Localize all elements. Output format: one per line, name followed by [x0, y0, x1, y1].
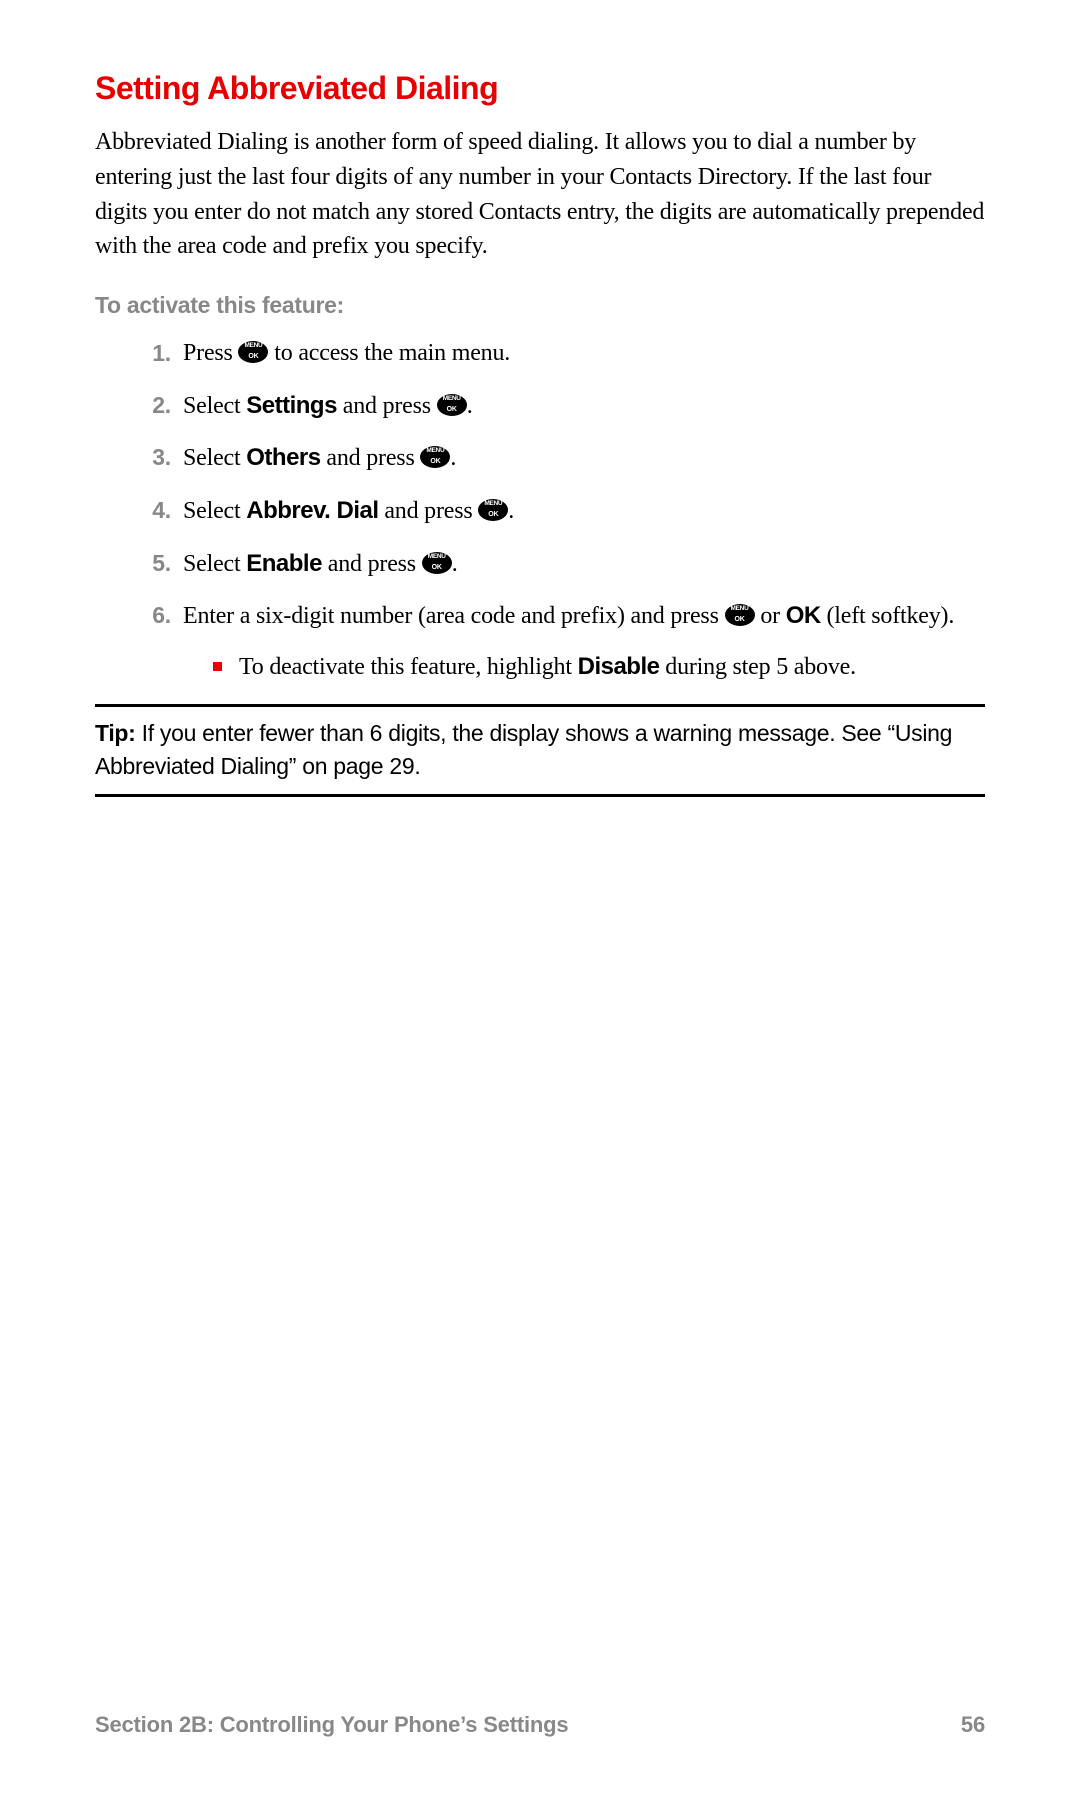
- step-bold: OK: [786, 602, 821, 629]
- footer-page-number: 56: [961, 1712, 985, 1738]
- sub-text: during step 5 above.: [659, 654, 855, 680]
- sub-text: To deactivate this feature, highlight: [239, 654, 578, 680]
- step-text: Select: [183, 498, 246, 524]
- step-3: Select Others and press .: [133, 441, 985, 476]
- step-text: and press: [379, 498, 479, 524]
- sub-list: To deactivate this feature, highlight Di…: [213, 650, 985, 685]
- step-text: Enter a six-digit number (area code and …: [183, 603, 725, 629]
- menu-ok-icon: [478, 499, 508, 521]
- step-4: Select Abbrev. Dial and press .: [133, 494, 985, 529]
- menu-ok-icon: [422, 552, 452, 574]
- section-heading: Setting Abbreviated Dialing: [95, 70, 985, 107]
- step-6: Enter a six-digit number (area code and …: [133, 599, 985, 684]
- tip-label: Tip:: [95, 720, 136, 746]
- sub-item: To deactivate this feature, highlight Di…: [213, 650, 985, 685]
- menu-ok-icon: [725, 604, 755, 626]
- tip-text: If you enter fewer than 6 digits, the di…: [95, 720, 952, 778]
- step-text: Press: [183, 340, 238, 366]
- step-2: Select Settings and press .: [133, 389, 985, 424]
- intro-paragraph: Abbreviated Dialing is another form of s…: [95, 125, 985, 264]
- menu-ok-icon: [420, 446, 450, 468]
- step-text: .: [508, 498, 514, 524]
- step-text: to access the main menu.: [268, 340, 510, 366]
- step-text: and press: [337, 393, 437, 419]
- step-1: Press to access the main menu.: [133, 337, 985, 371]
- tip-box: Tip: If you enter fewer than 6 digits, t…: [95, 704, 985, 796]
- step-text: or: [755, 603, 786, 629]
- step-text: .: [467, 393, 473, 419]
- page-footer: Section 2B: Controlling Your Phone’s Set…: [95, 1712, 985, 1738]
- step-text: (left softkey).: [821, 603, 954, 629]
- step-text: and press: [321, 445, 421, 471]
- menu-ok-icon: [238, 341, 268, 363]
- step-bold: Abbrev. Dial: [246, 497, 378, 524]
- step-bold: Settings: [246, 392, 337, 419]
- step-bold: Others: [246, 444, 320, 471]
- step-text: and press: [322, 551, 422, 577]
- step-5: Select Enable and press .: [133, 547, 985, 582]
- step-text: Select: [183, 551, 246, 577]
- footer-section: Section 2B: Controlling Your Phone’s Set…: [95, 1712, 568, 1738]
- procedure-subhead: To activate this feature:: [95, 292, 985, 319]
- step-text: Select: [183, 393, 246, 419]
- step-text: .: [450, 445, 456, 471]
- step-bold: Enable: [246, 550, 322, 577]
- step-text: Select: [183, 445, 246, 471]
- sub-bold: Disable: [578, 653, 660, 680]
- menu-ok-icon: [437, 394, 467, 416]
- step-text: .: [452, 551, 458, 577]
- steps-list: Press to access the main menu. Select Se…: [133, 337, 985, 684]
